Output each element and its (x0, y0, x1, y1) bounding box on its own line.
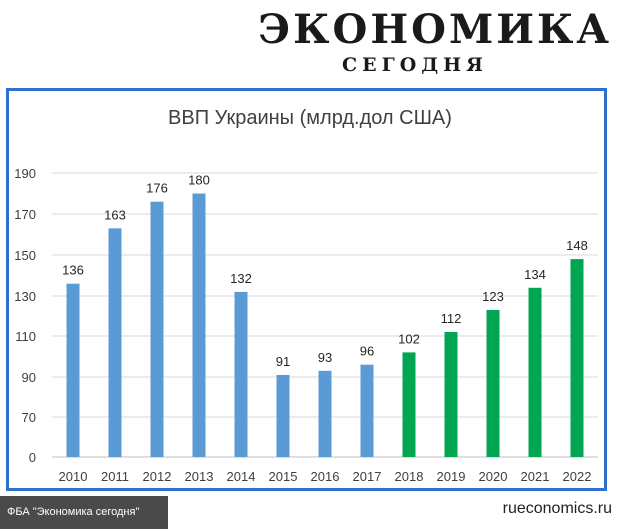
value-label-2011: 163 (104, 207, 126, 222)
bar-2011 (108, 228, 122, 457)
y-tick-label: 0 (29, 450, 36, 465)
value-label-2022: 148 (566, 238, 588, 253)
bar-2015 (276, 374, 290, 457)
grid-lines (52, 172, 598, 458)
x-tick-label-2013: 2013 (185, 469, 214, 484)
value-label-2014: 132 (230, 271, 252, 286)
value-label-2020: 123 (482, 289, 504, 304)
x-tick-label-2016: 2016 (311, 469, 340, 484)
footer-source-label: ФБА "Экономика сегодня" (0, 496, 168, 529)
y-tick-label: 70 (22, 410, 36, 425)
bar-2019 (444, 332, 458, 457)
x-tick-label-2022: 2022 (563, 469, 592, 484)
bar-2022 (570, 259, 584, 457)
bar-2013 (192, 193, 206, 457)
x-tick-label-2010: 2010 (59, 469, 88, 484)
value-label-2016: 93 (318, 350, 332, 365)
chart-frame (6, 88, 607, 491)
x-tick-label-2015: 2015 (269, 469, 298, 484)
y-tick-label: 170 (14, 207, 36, 222)
value-label-2013: 180 (188, 173, 210, 188)
x-tick-label-2020: 2020 (479, 469, 508, 484)
bar-2021 (528, 287, 542, 457)
bars (66, 193, 584, 457)
value-label-2021: 134 (524, 267, 546, 282)
value-labels: 136 163 176 180 132 91 93 96 102 112 123 134 148 (62, 173, 588, 369)
y-tick-label: 190 (14, 166, 36, 181)
value-label-2012: 176 (146, 181, 168, 196)
brand-main-text: ЭКОНОМИКА (258, 6, 612, 53)
y-tick-label: 130 (14, 289, 36, 304)
bar-2010 (66, 283, 80, 457)
x-axis-ticks: 2010 2011 2012 2013 2014 2015 2016 2017 2018 2019… (59, 469, 592, 484)
bar-2017 (360, 364, 374, 457)
value-label-2018: 102 (398, 331, 420, 346)
bar-2020 (486, 310, 500, 457)
y-tick-label: 90 (22, 370, 36, 385)
y-tick-label: 150 (14, 248, 36, 263)
x-tick-label-2018: 2018 (395, 469, 424, 484)
chart-title: ВВП Украины (млрд.дол США) (168, 107, 452, 129)
value-label-2019: 112 (441, 311, 462, 326)
y-tick-label: 110 (15, 329, 36, 344)
bar-2016 (318, 370, 332, 457)
bar-2012 (150, 201, 164, 457)
x-tick-label-2021: 2021 (521, 469, 550, 484)
brand-sub-text: СЕГОДНЯ (342, 54, 488, 76)
x-tick-label-2012: 2012 (143, 469, 172, 484)
x-tick-label-2011: 2011 (101, 469, 129, 484)
bar-2014 (234, 291, 248, 457)
x-tick-label-2017: 2017 (353, 469, 382, 484)
value-label-2010: 136 (62, 263, 84, 278)
x-tick-label-2014: 2014 (227, 469, 256, 484)
value-label-2015: 91 (276, 354, 290, 369)
brand-logo: ЭКОНОМИКА СЕГОДНЯ (252, 4, 612, 82)
bar-2018 (402, 352, 416, 457)
value-label-2017: 96 (360, 344, 374, 359)
x-tick-label-2019: 2019 (437, 469, 466, 484)
y-axis-ticks: 0 70 90 110 130 150 170 190 (14, 166, 36, 465)
footer-site-link[interactable]: rueconomics.ru (502, 500, 612, 517)
